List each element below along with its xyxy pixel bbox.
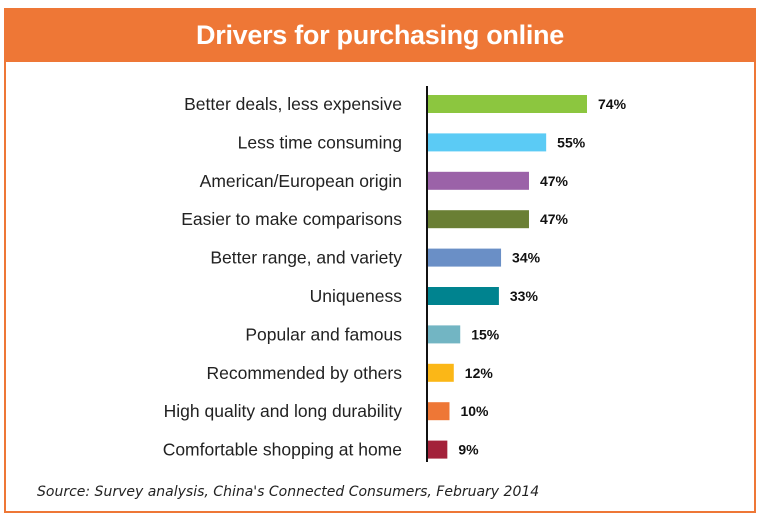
bar [428,363,454,382]
category-label: Less time consuming [238,132,402,152]
chart-title: Drivers for purchasing online [196,19,564,50]
category-label: Better deals, less expensive [184,94,402,114]
category-label: Better range, and variety [210,248,402,268]
value-label: 47% [540,173,569,189]
chart-header: Drivers for purchasing online [4,8,756,62]
category-label: Easier to make comparisons [181,209,402,229]
category-label: Uniqueness [310,286,403,306]
bar [428,95,587,113]
category-label: Recommended by others [206,363,402,383]
value-label: 34% [512,250,541,266]
value-label: 33% [510,288,539,304]
chart-frame [4,8,756,513]
value-label: 74% [598,96,627,112]
value-label: 55% [557,134,586,150]
category-label: High quality and long durability [164,401,403,421]
source-note: Source: Survey analysis, China's Connect… [37,484,540,500]
bar [428,133,547,152]
value-label: 9% [458,442,479,458]
bar [428,248,502,267]
category-label: Popular and famous [245,324,402,344]
value-label: 12% [465,365,494,381]
value-label: 47% [540,211,569,227]
bar [428,402,450,421]
bar [428,210,529,229]
bar [428,171,529,190]
category-label: American/European origin [200,171,402,191]
bar [428,440,448,459]
value-label: 15% [471,326,500,342]
bar [428,287,499,305]
bar [428,325,461,344]
category-label: Comfortable shopping at home [163,440,402,460]
value-label: 10% [460,403,489,419]
